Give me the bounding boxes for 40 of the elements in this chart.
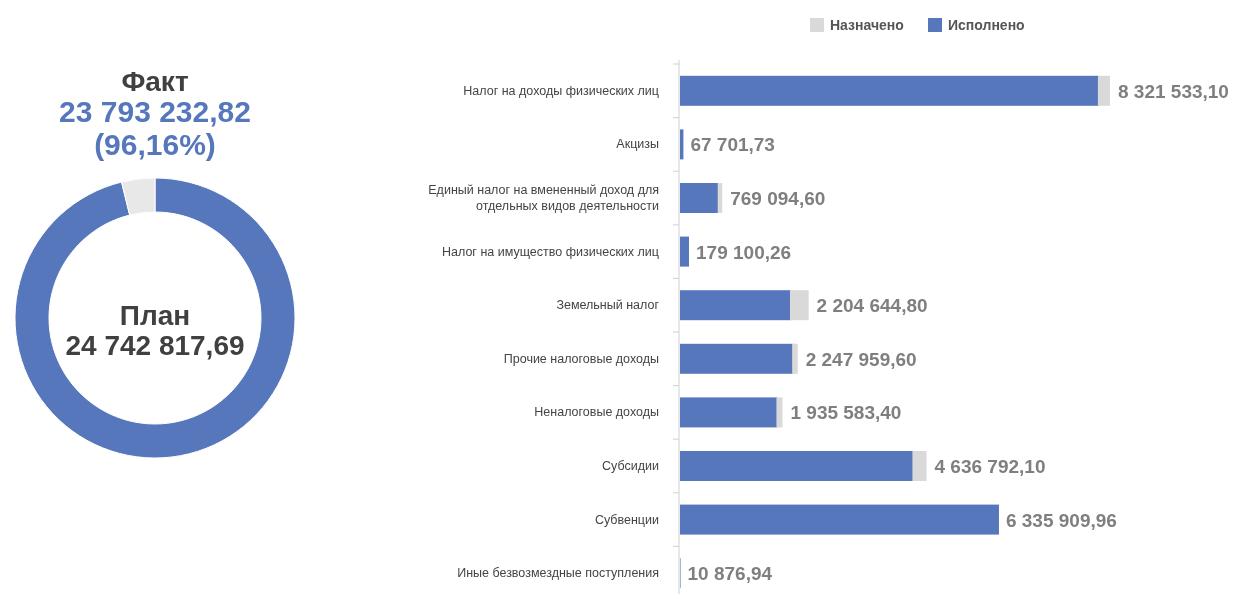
data-label: 769 094,60 <box>730 188 826 209</box>
bar <box>680 451 914 481</box>
data-label: 4 636 792,10 <box>934 456 1046 477</box>
data-label: 179 100,26 <box>696 241 792 263</box>
data-label: 6 335 909,96 <box>1005 509 1117 531</box>
donut-slice <box>14 177 296 459</box>
y-tick-label: Акцизы <box>616 137 660 152</box>
y-tick-label: Налог на имущество физических лиц <box>442 244 659 259</box>
data-label: 8 321 533,10 <box>1118 80 1229 102</box>
y-tick-label: Иные безвозмездные поступления <box>457 566 659 581</box>
bar <box>680 397 778 428</box>
y-tick-label: Единый налог на вмененный доход для отдельных видов деятельности <box>428 183 659 213</box>
bar <box>789 290 809 321</box>
data-label: 1 935 583,40 <box>790 402 902 424</box>
bar <box>776 397 783 428</box>
data-label: 10 876,94 <box>687 563 773 585</box>
bar <box>912 451 927 481</box>
y-tick-label: Налог на доходы физических лиц <box>463 83 659 98</box>
bar <box>792 343 798 374</box>
bar <box>680 290 791 321</box>
y-tick-label: Неналоговые доходы <box>534 405 659 420</box>
y-tick-label: Субсидии <box>602 459 660 473</box>
bar <box>680 343 794 374</box>
legend-label: Исполнено <box>948 17 1025 33</box>
bar <box>680 183 719 213</box>
data-label: 2 247 959,60 <box>805 348 917 370</box>
chart-subtitle: 23 793 232,82 (96,16%) <box>59 95 251 161</box>
y-tick-label: Прочие налоговые доходы <box>503 351 660 366</box>
text: План <box>119 300 191 331</box>
text: 24 742 817,69 <box>65 330 245 361</box>
bar <box>1097 75 1110 106</box>
legend-label: Назначено <box>830 17 904 33</box>
bar <box>680 75 1099 106</box>
bar <box>680 504 999 535</box>
y-tick-label: Земельный налог <box>556 298 660 313</box>
chart-title: Факт <box>121 66 189 97</box>
data-label: 2 204 644,80 <box>816 295 928 317</box>
data-label: 67 701,73 <box>690 134 775 156</box>
y-tick-label: Субвенции <box>594 512 660 527</box>
bar <box>680 236 690 267</box>
